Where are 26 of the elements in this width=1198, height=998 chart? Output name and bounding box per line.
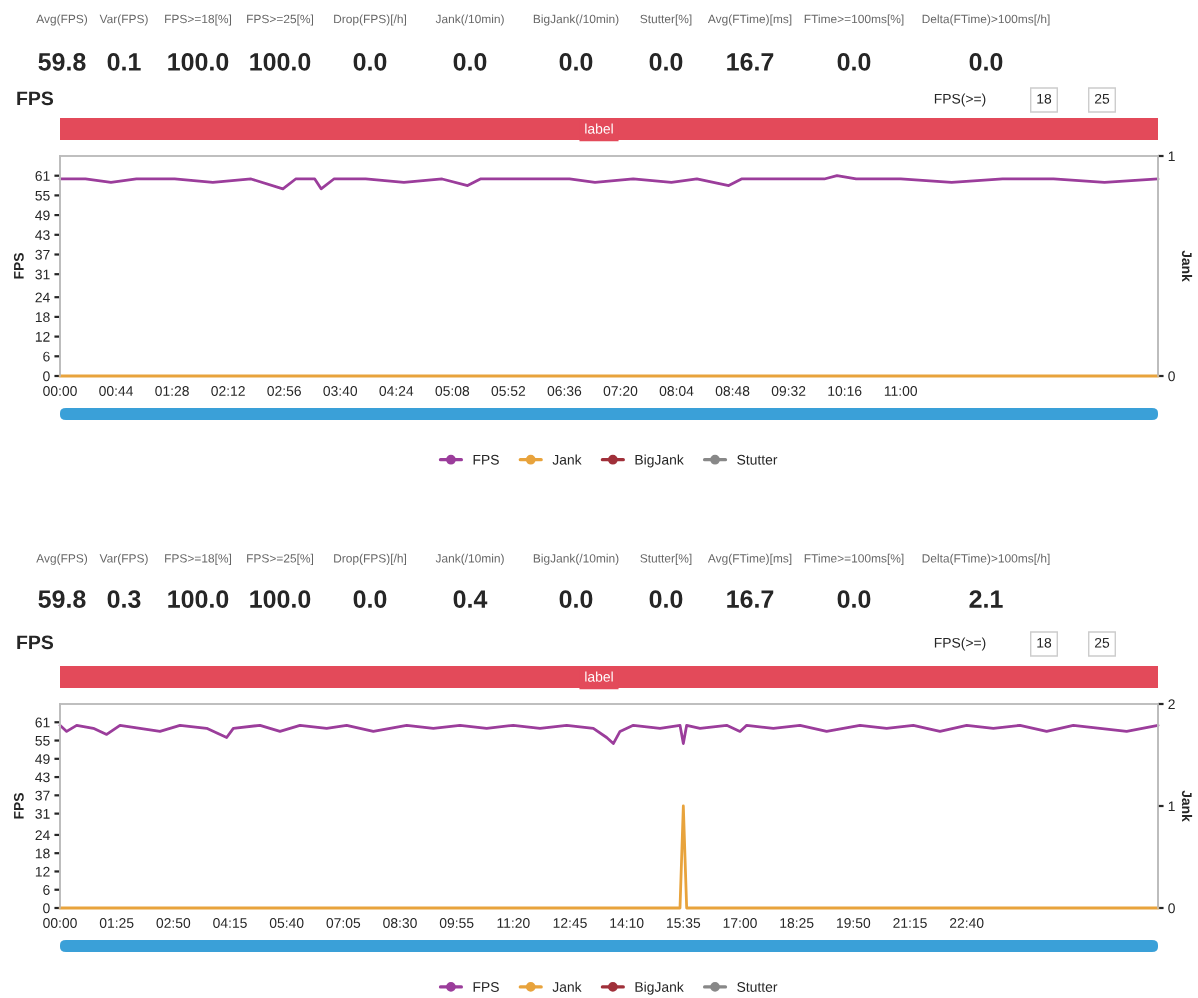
text: 0.0	[837, 53, 871, 71]
line-series	[58, 174, 1160, 191]
text: 59.8	[38, 53, 86, 71]
text: 100.0	[168, 53, 229, 71]
text: 59.8	[38, 590, 86, 608]
text: 0.0	[559, 53, 593, 71]
text: 100.0	[250, 590, 311, 608]
text: 0.0	[969, 53, 1003, 71]
text: 0.0	[453, 53, 487, 71]
text: 0.1	[107, 53, 141, 71]
text: 0.0	[353, 590, 387, 608]
line-series	[58, 723, 1160, 745]
text: 2.1	[969, 590, 1003, 608]
text: 16.7	[727, 53, 774, 71]
text: 0.0	[837, 590, 871, 608]
text: 0.3	[107, 590, 141, 608]
chart-title: FPS	[17, 91, 54, 106]
chart-title: FPS	[17, 635, 54, 650]
text: 0.0	[649, 53, 683, 71]
text: 16.7	[727, 590, 774, 608]
text: 0.0	[353, 53, 387, 71]
text: 0.0	[559, 590, 593, 608]
text: 100.0	[250, 53, 311, 71]
text: 100.0	[168, 590, 229, 608]
text: 0.0	[649, 590, 683, 608]
text: 0.4	[453, 590, 488, 608]
